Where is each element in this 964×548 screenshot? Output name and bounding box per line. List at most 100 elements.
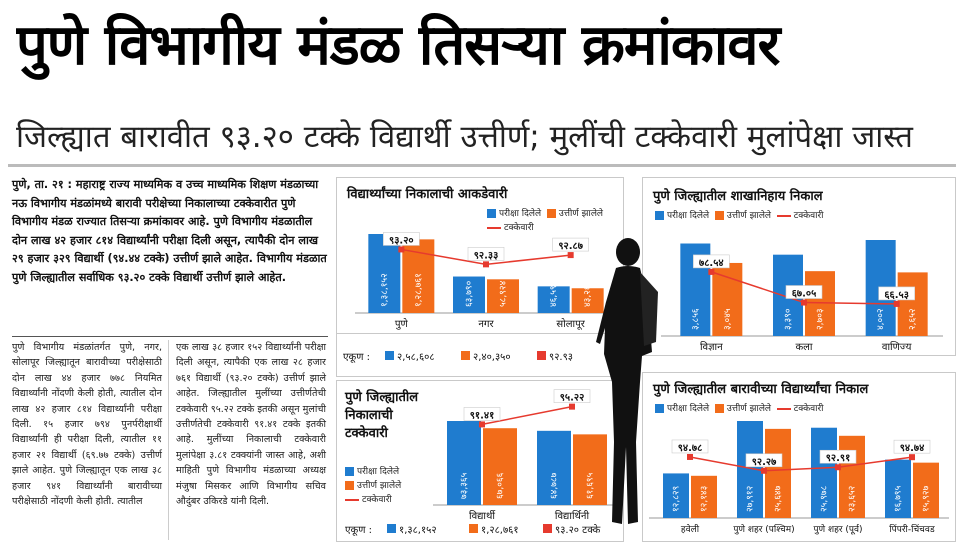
- totals-row-division: एकूण : २,५८,६०८ २,४०,३५० ९२.९३: [336, 333, 624, 377]
- percent-label-box: [671, 439, 709, 454]
- chart-title: पुणे जिल्ह्यातील शाखानिहाय निकाल: [653, 189, 823, 204]
- chart-legend: परीक्षा दिलेले उत्तीर्ण झालेले टक्केवारी: [655, 401, 823, 414]
- chart-panel-division: विद्यार्थ्यांच्या निकालाची आकडेवारी परीक…: [336, 177, 624, 334]
- legend-percent: टक्केवारी: [793, 404, 824, 414]
- category-label: पुणे शहर (पूर्व): [813, 523, 862, 535]
- totals-value: २,५८,६०८: [397, 352, 435, 363]
- totals-value: १,२८,७६१: [481, 525, 519, 536]
- bar-label-passed: ६१,६९५: [586, 472, 596, 499]
- bar-label-appeared: ६३,७९०: [465, 280, 475, 307]
- bar-label-appeared: ६४,७८७: [550, 472, 560, 499]
- percent-label: ९२.८७: [558, 241, 583, 252]
- chart-panel-stream: पुणे जिल्ह्यातील शाखानिहाय निकाल परीक्षा…: [642, 177, 956, 356]
- bar-label-passed: ३,०४५: [723, 308, 733, 330]
- percent-label-box: [893, 439, 931, 454]
- percent-marker: [801, 299, 807, 306]
- bar-label-appeared: ४,००२: [876, 308, 886, 330]
- percent-label-box: [467, 247, 505, 261]
- percent-label: ६६.५३: [884, 290, 909, 301]
- chart-panel-gender: पुणे जिल्ह्यातील निकालाची टक्केवारी परीक…: [336, 380, 624, 542]
- bar-label-passed: १५,९२७: [922, 485, 932, 512]
- totals-swatch: [543, 524, 552, 533]
- bar-label-appeared: ७३,३६५: [460, 472, 470, 499]
- category-label: विद्यार्थिनी: [555, 510, 590, 522]
- percent-marker: [398, 246, 405, 253]
- percent-label-box: [552, 237, 589, 252]
- chart-title-line2: निकालाची: [345, 408, 393, 423]
- legend-passed: उत्तीर्ण झालेले: [726, 211, 772, 221]
- legend-appeared: परीक्षा दिलेले: [499, 209, 542, 219]
- percent-label-box: [693, 254, 730, 269]
- percent-label-box: [819, 449, 857, 464]
- percent-marker: [479, 421, 485, 428]
- headline: पुणे विभागीय मंडळ तिसऱ्या क्रमांकावर: [16, 13, 780, 78]
- column-divider: [168, 340, 169, 540]
- category-label: नगर: [478, 319, 494, 330]
- chart-title-line1: पुणे जिल्ह्यातील: [345, 390, 419, 405]
- bar-label-appeared: ३,८५६: [691, 308, 701, 330]
- chart-division-svg: १,३८,१५२ १,२८,७६१ पुणे ६३,७९० ५८,९२४ नगर ४६,५९…: [355, 232, 613, 330]
- chart-title-line3: टक्केवारी: [345, 426, 388, 441]
- totals-swatch: [537, 351, 546, 360]
- category-label: वाणिज्य: [882, 341, 912, 353]
- bar-appeared: [537, 286, 570, 313]
- chart-stream-svg: ३,८५६ ३,०४५ विज्ञान ३,३९० २,७०३ कला ४,००२ २,६५२…: [661, 240, 943, 353]
- category-label: सोलापूर: [556, 318, 585, 330]
- bar-label-passed: २३,६५२: [848, 485, 858, 512]
- percent-label: ९२.९१: [826, 453, 851, 464]
- bar-passed: [839, 435, 865, 518]
- bar-label-appeared: २५,९७८: [820, 485, 830, 512]
- legend-passed: उत्तीर्ण झालेले: [357, 481, 402, 491]
- percent-label: ९१.४१: [470, 410, 495, 421]
- category-label: पुणे: [395, 318, 409, 330]
- percent-label-box: [745, 453, 783, 468]
- totals-swatch: [469, 524, 478, 533]
- category-label: पुणे शहर (पश्चिम): [733, 523, 794, 535]
- percent-label: ९४.७४: [900, 443, 925, 454]
- percent-label: ६७.०५: [792, 289, 817, 300]
- percent-label-box: [463, 407, 501, 421]
- percent-label-box: [553, 389, 591, 403]
- bar-label-passed: २,७०३: [816, 308, 826, 330]
- percent-marker: [835, 464, 841, 471]
- category-label: विद्यार्थी: [469, 510, 495, 522]
- chart-legend: परीक्षा दिलेले उत्तीर्ण झालेले टक्केवारी: [345, 465, 401, 507]
- totals-swatch: [385, 351, 394, 360]
- bar-passed: [571, 288, 604, 313]
- totals-swatch: [387, 524, 396, 533]
- divider: [8, 164, 956, 167]
- intro-paragraph: पुणे, ता. २१ : महाराष्ट्र राज्य माध्यमिक…: [12, 178, 327, 284]
- bar-passed: [897, 272, 928, 336]
- bar-label-appeared: १,३८,१५२: [380, 273, 390, 307]
- chart-taluka-svg: १२,८२९ १२,१४३ हवेली २७,९१२ २५,६४७ पुणे शहर (प…: [649, 421, 949, 535]
- body-column-1: पुणे विभागीय मंडळांतर्गत पुणे, नगर, सोला…: [12, 342, 162, 508]
- bar-passed: [487, 279, 519, 313]
- percent-marker: [761, 467, 767, 474]
- percent-label: ९२.३३: [474, 250, 499, 261]
- bar-appeared: [447, 421, 481, 505]
- percent-label: ९४.७८: [678, 443, 703, 454]
- bar-label-passed: ६७,०६६: [496, 472, 506, 499]
- bar-passed: [712, 262, 743, 336]
- bar-label-appeared: १६,७९५: [894, 485, 904, 512]
- bar-label-passed: २,६५२: [908, 308, 918, 330]
- chart-title: पुणे जिल्ह्यातील बारावीच्या विद्यार्थ्या…: [653, 382, 869, 397]
- bar-label-passed: ५८,९२४: [499, 280, 509, 307]
- bar-appeared: [368, 234, 401, 313]
- chart-legend-line: टक्केवारी: [487, 220, 534, 233]
- chart-title: विद्यार्थ्यांच्या निकालाची आकडेवारी: [347, 187, 508, 202]
- bar-passed: [913, 462, 939, 518]
- percent-marker: [909, 454, 915, 461]
- bar-label-passed: ४३,२६५: [583, 280, 593, 307]
- bar-appeared: [537, 430, 571, 505]
- percent-label-box: [383, 232, 420, 246]
- totals-label: एकूण :: [343, 352, 370, 363]
- bar-label-passed: १,२८,७६१: [414, 273, 424, 307]
- legend-appeared: परीक्षा दिलेले: [667, 211, 710, 221]
- percent-label: ९५.२२: [560, 393, 585, 404]
- category-label: हवेली: [681, 523, 700, 535]
- totals-label: एकूण :: [345, 525, 372, 536]
- bar-label-appeared: २७,९१२: [746, 485, 756, 512]
- percent-label-box: [785, 285, 823, 299]
- bar-passed: [691, 475, 717, 518]
